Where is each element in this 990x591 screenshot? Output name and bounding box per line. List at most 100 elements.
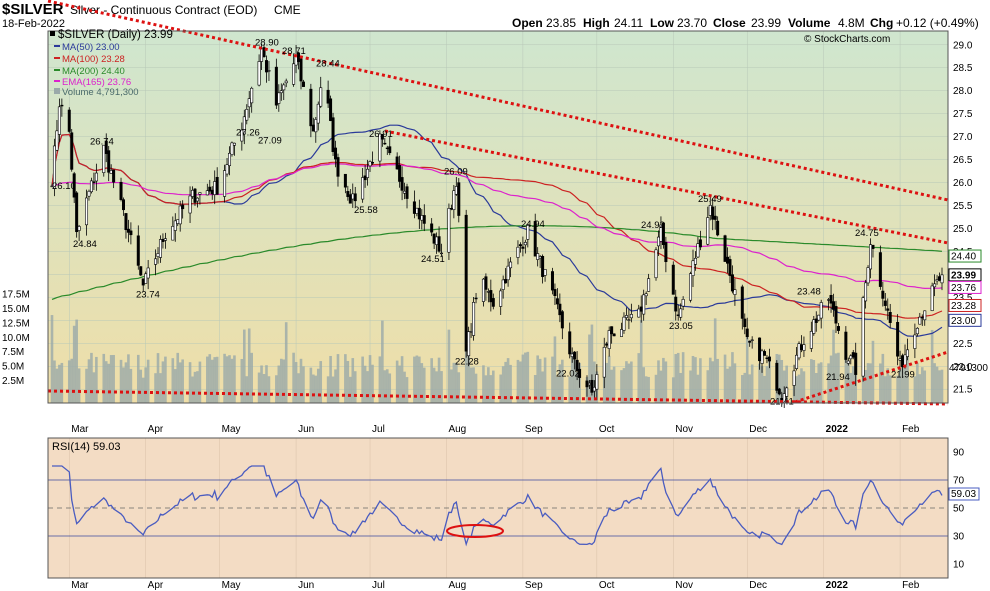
volume-bar xyxy=(489,375,493,403)
legend-volume: Volume 4,791,300 xyxy=(62,87,139,98)
volume-bar xyxy=(930,329,934,403)
volume-bar xyxy=(178,362,182,403)
candle-body xyxy=(624,315,628,318)
volume-bar xyxy=(381,320,384,403)
candle-body xyxy=(610,326,614,335)
volume-bar xyxy=(864,369,867,403)
candle-body xyxy=(706,217,710,245)
price-annotation: 25.49 xyxy=(698,194,722,205)
volume-bar xyxy=(812,360,816,403)
volume-bar xyxy=(538,358,542,403)
candle-body xyxy=(760,350,764,364)
candle-body xyxy=(309,88,313,127)
volume-bar xyxy=(161,361,165,403)
volume-bars xyxy=(50,293,944,403)
volume-bar xyxy=(620,370,623,403)
volume-bar xyxy=(906,356,909,403)
candle-body xyxy=(198,192,202,195)
volume-bar xyxy=(50,315,54,403)
volume-bar xyxy=(309,367,313,403)
volume-bar xyxy=(674,354,678,403)
candle-body xyxy=(77,226,81,231)
candle-body xyxy=(361,177,365,200)
volume-tick-label: 17.5M xyxy=(2,290,30,301)
volume-bar xyxy=(524,352,527,403)
volume-bar xyxy=(797,374,801,403)
candle-body xyxy=(743,318,747,328)
volume-bar xyxy=(336,354,340,403)
volume-bar xyxy=(748,374,752,403)
candle-body xyxy=(923,310,927,321)
rsi-tick-label: 30 xyxy=(953,532,965,543)
volume-bar xyxy=(344,354,347,403)
candle-body xyxy=(933,283,937,288)
candle-body xyxy=(661,222,665,246)
volume-bar xyxy=(171,358,175,403)
volume-bar xyxy=(662,357,665,403)
price-annotation: 21.41 xyxy=(770,396,794,407)
volume-bar xyxy=(676,352,680,403)
volume-bar xyxy=(450,369,453,403)
volume-bar xyxy=(474,373,478,403)
candle-body xyxy=(89,180,93,193)
month-label: May xyxy=(222,424,241,435)
right-label-box xyxy=(948,298,982,312)
volume-bar xyxy=(75,319,78,403)
volume-bar xyxy=(741,375,744,403)
rsi-month-label: 2022 xyxy=(826,580,849,591)
high-value: 24.11 xyxy=(614,16,643,30)
candle-body xyxy=(861,297,865,377)
volume-bar xyxy=(706,370,710,403)
candle-body xyxy=(533,221,537,257)
candle-body xyxy=(405,186,409,199)
candle-body xyxy=(314,119,318,133)
volume-bar xyxy=(499,374,502,403)
candle-body xyxy=(795,354,799,369)
candle-body xyxy=(225,164,229,175)
candle-body xyxy=(829,295,833,304)
month-label: Apr xyxy=(148,424,164,435)
candle-body xyxy=(383,142,387,145)
candle-body xyxy=(486,291,490,293)
candle-body xyxy=(607,330,611,349)
candle-body xyxy=(274,66,278,106)
candle-body xyxy=(733,289,737,295)
volume-tick-label: 12.5M xyxy=(2,318,30,329)
candle-body xyxy=(257,61,261,86)
volume-bar xyxy=(536,355,539,403)
volume-bar xyxy=(53,360,56,403)
candle-body xyxy=(573,351,577,360)
candle-body xyxy=(336,157,340,177)
candle-body xyxy=(726,256,730,264)
candle-body xyxy=(173,220,177,231)
candle-body xyxy=(481,278,485,302)
volume-bar xyxy=(832,329,835,403)
volume-bar xyxy=(144,367,147,403)
candle-body xyxy=(139,266,143,276)
candle-body xyxy=(869,244,873,270)
price-tick-label: 25.5 xyxy=(953,201,973,212)
volume-bar xyxy=(316,368,320,403)
volume-bar xyxy=(551,356,554,403)
candle-body xyxy=(854,352,858,375)
candle-body xyxy=(878,252,882,287)
volume-bar xyxy=(760,366,764,403)
candle-body xyxy=(785,387,789,397)
price-annotation: 24.94 xyxy=(521,219,545,230)
low-value: 23.70 xyxy=(677,16,707,30)
legend-volume-swatch xyxy=(54,88,60,94)
volume-bar xyxy=(146,359,150,403)
candle-body xyxy=(526,224,530,240)
volume-bar xyxy=(901,367,904,403)
volume-bar xyxy=(361,356,364,403)
candle-body xyxy=(792,370,796,386)
volume-bar xyxy=(533,375,537,403)
candle-body xyxy=(60,104,64,107)
chg-value: +0.12 (+0.49%) xyxy=(896,16,979,30)
candle-body xyxy=(915,327,919,335)
volume-bar xyxy=(918,374,922,403)
candle-body xyxy=(430,223,434,233)
volume-bar xyxy=(136,354,140,403)
candle-body xyxy=(935,279,939,282)
